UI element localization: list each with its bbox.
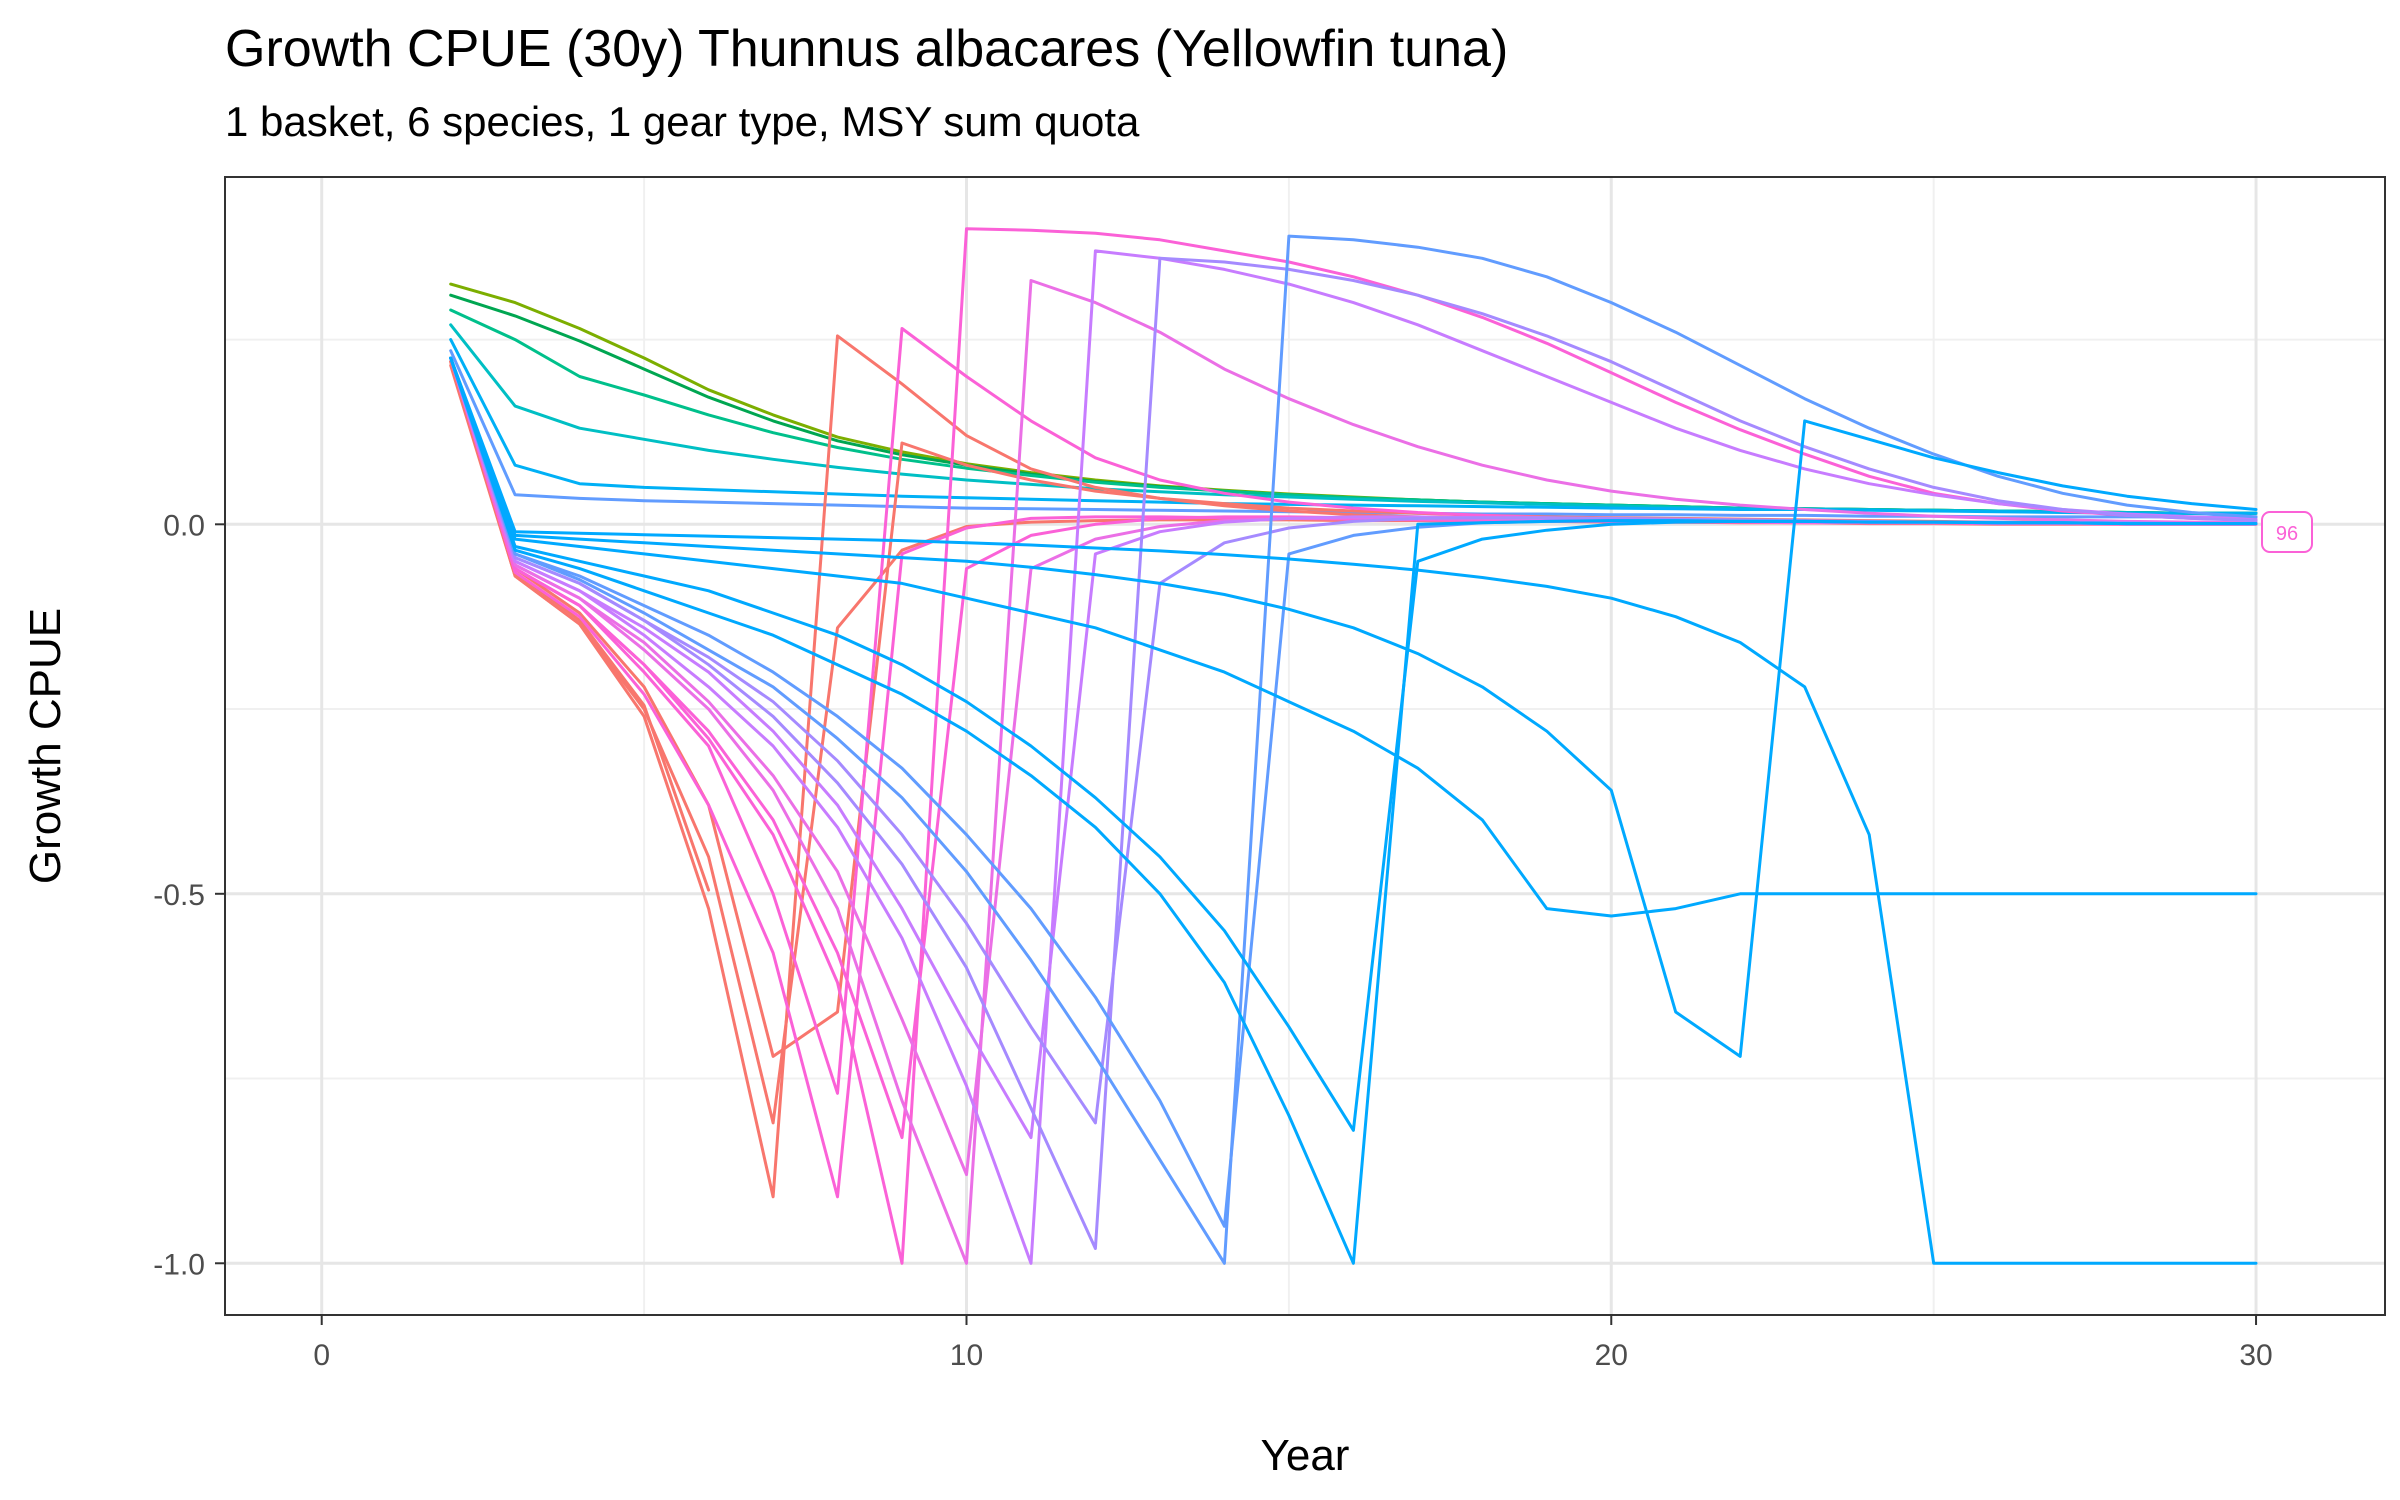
y-tick-label: -1.0 [153, 1248, 205, 1281]
x-tick-label: 30 [2239, 1339, 2272, 1372]
series-line [449, 356, 2258, 1132]
plot-border [224, 176, 2386, 1316]
plot-panel [225, 177, 2385, 1315]
grid-lines [225, 177, 2385, 1315]
end-label-box [2261, 511, 2313, 553]
x-tick-label: 0 [313, 1339, 330, 1372]
x-axis-title: Year [1261, 1431, 1350, 1480]
end-label-text: 96 [2276, 523, 2298, 545]
chart-title: Growth CPUE (30y) Thunnus albacares (Yel… [225, 20, 1509, 78]
series-line [449, 256, 2258, 1250]
end-label: 96 [2261, 511, 2313, 553]
series-line [449, 356, 2258, 1265]
series-line [449, 356, 2258, 1058]
series-line [449, 279, 2258, 1265]
y-tick-label: -0.5 [153, 879, 205, 912]
x-tick-label: 10 [950, 1339, 983, 1372]
chart-subtitle: 1 basket, 6 species, 1 gear type, MSY su… [225, 98, 1140, 145]
series-line [449, 338, 2258, 515]
axes: 0 10 20 30 0.0 -0.5 -1.0 [153, 509, 2272, 1372]
y-axis-title: Growth CPUE [21, 608, 70, 884]
x-tick-label: 20 [1595, 1339, 1628, 1372]
series-lines [449, 227, 2258, 1265]
series-line [449, 249, 2258, 1265]
series-line [449, 356, 2258, 918]
y-tick-label: 0.0 [163, 509, 205, 542]
